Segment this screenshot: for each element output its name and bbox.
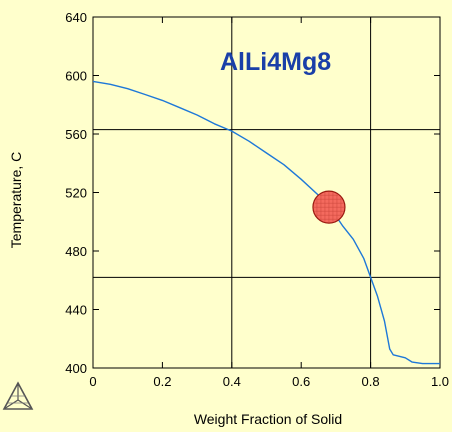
highlight-marker <box>312 190 346 224</box>
y-tick-label: 440 <box>65 303 87 318</box>
alloy-label: AlLi4Mg8 <box>220 48 331 76</box>
marker-hatch <box>313 192 344 223</box>
thermo-calc-logo-icon <box>2 381 34 410</box>
y-axis-title: Temperature, C <box>8 152 24 248</box>
y-tick-label: 480 <box>65 244 87 259</box>
x-tick-label: 0.2 <box>153 374 171 389</box>
x-tick-label: 1.0 <box>431 374 449 389</box>
x-tick-label: 0 <box>89 374 96 389</box>
plot-area <box>92 16 441 369</box>
marker-layer <box>312 190 346 224</box>
x-tick-label: 0.8 <box>362 374 380 389</box>
grid-lines <box>93 17 440 368</box>
y-tick-label: 600 <box>65 69 87 84</box>
axis-ticks: 0 0.2 0.4 0.6 0.8 1.0 400 440 480 520 560 600 640 <box>65 10 449 389</box>
y-tick-label: 400 <box>65 361 87 376</box>
y-tick-label: 640 <box>65 10 87 25</box>
x-tick-label: 0.4 <box>223 374 241 389</box>
x-axis-title: Weight Fraction of Solid <box>194 411 342 427</box>
x-tick-label: 0.6 <box>292 374 310 389</box>
y-tick-label: 560 <box>65 127 87 142</box>
y-tick-label: 520 <box>65 186 87 201</box>
